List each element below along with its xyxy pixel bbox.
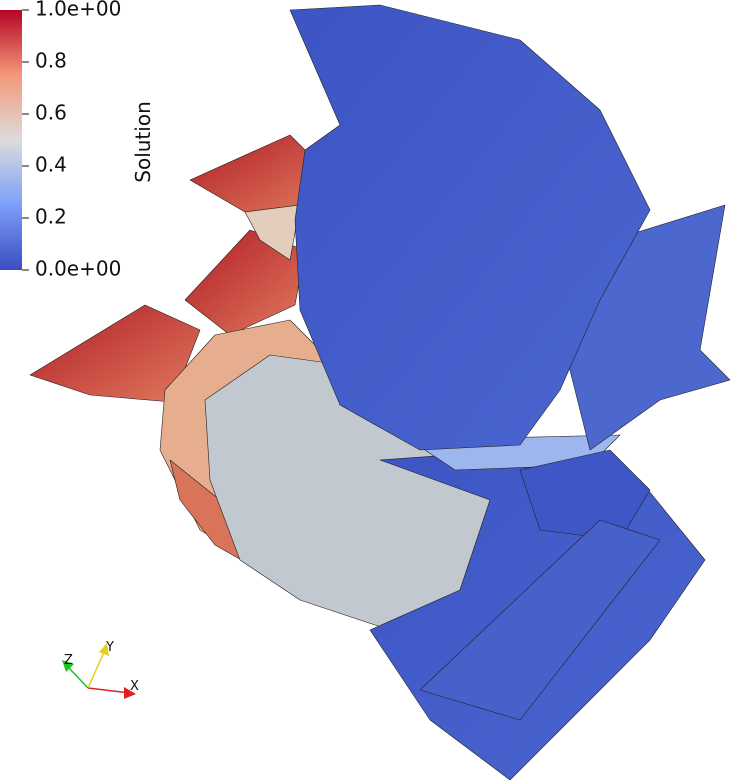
x-arrow: [124, 687, 136, 699]
colorbar-tick-label: 0.0e+00: [35, 257, 121, 281]
top-blue-body: [289, 4, 651, 451]
colorbar-tick-label: 0.4: [35, 153, 67, 177]
blue-plate: [519, 449, 651, 541]
colorbar-tick-label: 0.8: [35, 49, 67, 73]
y-label: Y: [105, 640, 114, 655]
z-axis: [67, 666, 89, 689]
colorbar-tick-label: 1.0e+00: [35, 0, 121, 21]
x-label: X: [130, 679, 139, 694]
y-arrow: [99, 643, 109, 656]
blue-plate: [419, 519, 661, 721]
z-arrow: [62, 660, 74, 672]
colorbar-tick-label: 0.6: [35, 101, 67, 125]
y-axis: [87, 651, 105, 689]
colorbar-title: Solution: [131, 101, 155, 182]
red-fin: [29, 304, 201, 403]
colorbar: Solution: [0, 10, 155, 270]
z-label: Z: [64, 653, 73, 668]
geometry: [29, 4, 731, 781]
axes-triad: X Y Z: [62, 640, 139, 699]
colorbar-tick-label: 0.2: [35, 205, 67, 229]
orange-rim: [169, 459, 251, 566]
beige-patch: [244, 204, 301, 261]
x-axis: [87, 687, 131, 694]
colorbar-ramp: [0, 10, 22, 270]
